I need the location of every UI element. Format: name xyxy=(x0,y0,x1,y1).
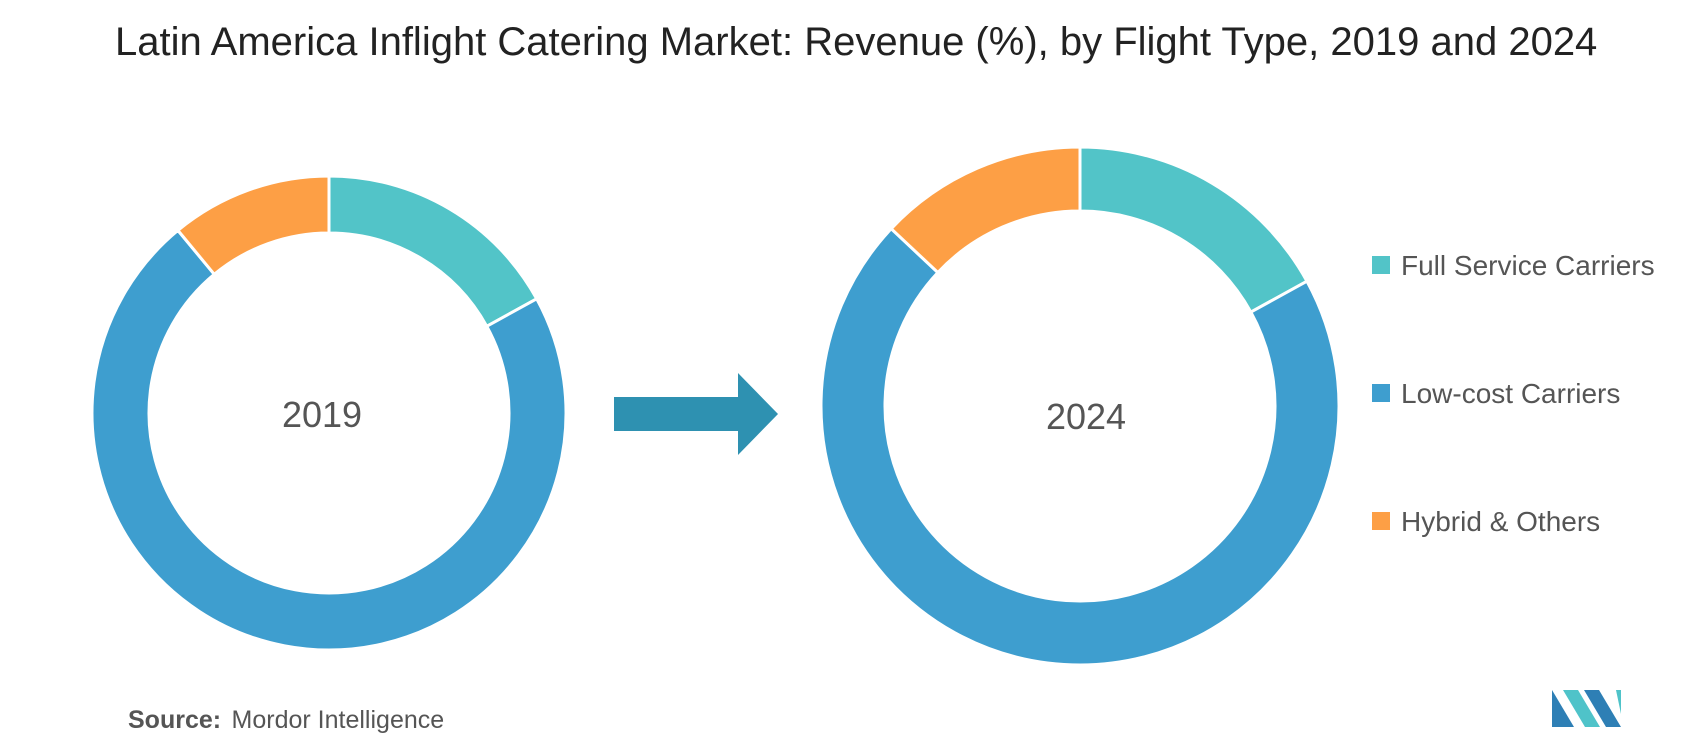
donut-slice-2024-hybrid xyxy=(889,145,1082,275)
right-arrow-icon xyxy=(614,373,778,455)
legend-label-low-cost: Low-cost Carriers xyxy=(1401,378,1620,409)
source-line: Source: Mordor Intelligence xyxy=(128,706,444,734)
donut-center-label-2024: 2024 xyxy=(1046,396,1126,437)
legend-label-hybrid: Hybrid & Others xyxy=(1401,506,1600,537)
source-text: Mordor Intelligence xyxy=(232,706,445,734)
source-label: Source: xyxy=(128,706,221,734)
legend-swatch-hybrid xyxy=(1372,512,1390,530)
donut-slice-2024-full-service xyxy=(1078,145,1309,315)
donut-center-label-2019: 2019 xyxy=(282,394,362,435)
mordor-intelligence-logo xyxy=(1552,690,1621,727)
legend-swatch-low-cost xyxy=(1372,384,1390,402)
donut-2019 xyxy=(90,174,568,652)
donut-slice-2019-hybrid xyxy=(175,174,331,277)
legend: Full Service Carriers Low-cost Carriers … xyxy=(1372,250,1655,537)
legend-swatch-full-service xyxy=(1372,256,1390,274)
donut-slice-2019-low-cost xyxy=(90,228,568,652)
chart-title: Latin America Inflight Catering Market: … xyxy=(115,20,1597,64)
donut-slice-2024-low-cost xyxy=(819,226,1341,667)
donut-2024 xyxy=(819,145,1341,667)
donut-slice-2019-full-service xyxy=(327,174,539,329)
legend-label-full-service: Full Service Carriers xyxy=(1401,250,1655,281)
